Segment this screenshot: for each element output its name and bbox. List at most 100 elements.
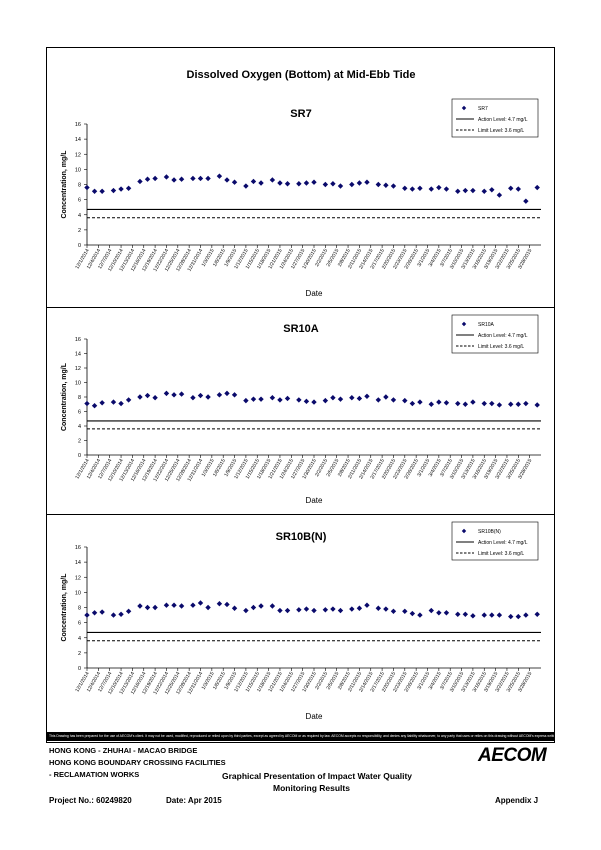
data-point <box>258 180 264 186</box>
x-axis-title: Date <box>306 289 323 298</box>
data-point <box>383 182 389 188</box>
data-point <box>137 394 143 400</box>
data-point <box>224 390 230 397</box>
data-point <box>417 399 423 405</box>
data-point <box>523 400 529 407</box>
data-point <box>205 175 211 182</box>
data-point <box>144 176 151 182</box>
data-point <box>322 397 329 404</box>
y-tick-label: 10 <box>75 167 81 173</box>
legend-box <box>451 314 539 354</box>
data-point <box>417 612 423 618</box>
data-point <box>284 607 291 614</box>
data-point <box>303 180 310 186</box>
data-point <box>178 176 185 182</box>
data-point <box>356 605 363 611</box>
y-tick-label: 16 <box>75 545 81 551</box>
data-point <box>277 397 283 403</box>
data-point <box>356 395 363 402</box>
data-point <box>277 180 283 186</box>
y-tick-label: 16 <box>75 122 81 128</box>
data-point <box>91 188 98 195</box>
data-point <box>171 392 177 398</box>
data-point <box>443 610 450 616</box>
data-point <box>171 602 177 608</box>
data-point <box>508 613 514 620</box>
data-point <box>99 400 105 406</box>
data-point <box>137 603 143 609</box>
y-tick-label: 14 <box>75 137 81 143</box>
issue-date: Date: Apr 2015 <box>166 796 222 805</box>
y-tick-label: 6 <box>78 410 81 416</box>
appendix-label: Appendix J <box>495 796 539 805</box>
data-point <box>375 605 382 611</box>
data-point <box>383 394 389 400</box>
data-point <box>402 608 408 614</box>
data-point <box>205 394 211 400</box>
data-point <box>99 188 105 195</box>
data-point <box>311 179 317 185</box>
data-point <box>390 183 397 189</box>
page-title: Dissolved Oxygen (Bottom) at Mid-Ebb Tid… <box>187 69 416 81</box>
data-point <box>137 178 143 185</box>
data-point <box>455 400 461 407</box>
data-point <box>258 396 264 402</box>
data-point <box>428 401 434 407</box>
chart-panel-2: SR10A024681012141612/1/201412/4/201412/7… <box>46 307 555 505</box>
data-point <box>118 400 124 407</box>
data-point <box>443 186 450 192</box>
data-point <box>496 612 503 618</box>
legend-limit-label: Limit Level: 3.6 mg/L <box>478 344 524 350</box>
project-line-1: HONG KONG - ZHUHAI - MACAO BRIDGE <box>49 746 198 755</box>
data-point <box>322 181 329 188</box>
data-point <box>402 397 408 404</box>
data-point <box>337 396 344 402</box>
data-point <box>110 612 117 618</box>
legend-series-marker <box>461 105 467 111</box>
legend-series-marker <box>461 321 467 327</box>
data-point <box>330 395 336 401</box>
legend-series-marker <box>461 528 467 534</box>
data-point <box>118 186 124 192</box>
legend-action-label: Action Level: 4.7 mg/L <box>478 540 528 546</box>
data-point <box>258 603 264 609</box>
data-point <box>470 613 476 619</box>
legend-series-label: SR7 <box>478 106 488 112</box>
legend-series-label: SR10A <box>478 322 495 328</box>
data-point <box>91 610 98 616</box>
y-tick-label: 2 <box>78 439 81 445</box>
data-point <box>190 175 196 182</box>
chart-title: SR10B(N) <box>276 531 327 543</box>
data-point <box>163 174 170 180</box>
data-point <box>496 192 503 198</box>
data-point <box>125 397 132 403</box>
chart-panel-3: SR10B(N)024681012141612/1/201412/4/20141… <box>46 514 555 721</box>
data-point <box>337 607 344 614</box>
data-point <box>417 185 423 191</box>
legend-box <box>451 521 539 561</box>
y-tick-label: 8 <box>78 606 81 612</box>
data-point <box>125 185 132 191</box>
y-axis-title: Concentration, mg/L <box>61 362 68 431</box>
data-point <box>144 604 151 611</box>
data-point <box>152 175 158 182</box>
data-point <box>409 400 416 407</box>
data-point <box>481 612 487 618</box>
data-point <box>243 397 249 404</box>
data-point <box>197 392 204 399</box>
legend-action-label: Action Level: 4.7 mg/L <box>478 333 528 339</box>
data-point <box>455 611 461 618</box>
data-point <box>489 612 495 618</box>
data-point <box>402 185 408 191</box>
project-number: Project No.: 60249820 <box>49 796 132 805</box>
y-tick-label: 14 <box>75 352 81 358</box>
data-point <box>409 610 416 617</box>
y-tick-label: 0 <box>78 243 81 249</box>
y-tick-label: 12 <box>75 366 81 372</box>
y-tick-label: 4 <box>78 424 81 430</box>
data-point <box>534 184 540 191</box>
data-point <box>296 397 302 403</box>
project-line-3: - RECLAMATION WORKS <box>49 770 140 779</box>
data-point <box>515 186 521 192</box>
